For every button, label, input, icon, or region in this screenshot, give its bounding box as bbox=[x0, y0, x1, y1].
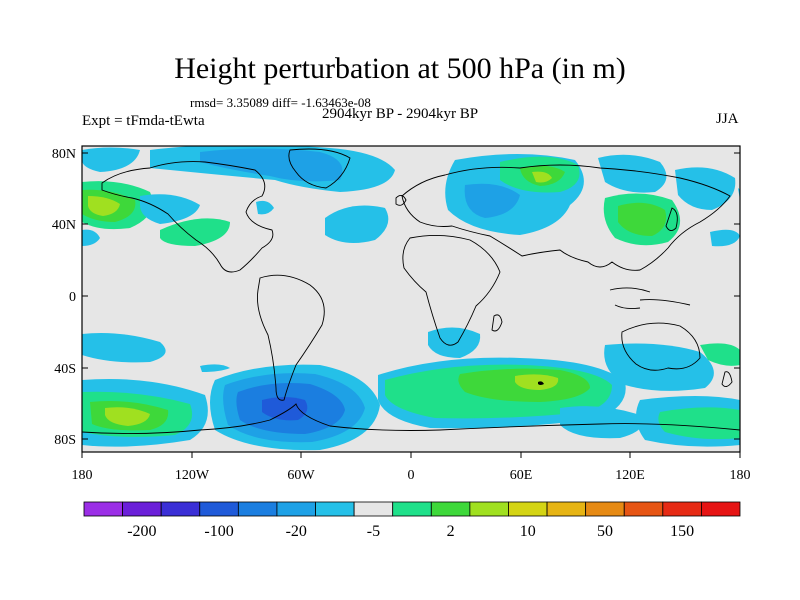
coastline-madagascar bbox=[491, 314, 503, 332]
lon-tick-label: 60E bbox=[510, 468, 533, 483]
contour-region bbox=[710, 229, 740, 247]
contour-region bbox=[88, 196, 120, 216]
colorbar-swatch bbox=[469, 501, 509, 517]
colorbar-label: 50 bbox=[597, 523, 613, 540]
map-title: Height perturbation at 500 hPa (in m) bbox=[174, 52, 626, 85]
contour-region bbox=[538, 381, 544, 385]
colorbar-swatch bbox=[392, 501, 432, 517]
colorbar-label: 150 bbox=[670, 523, 694, 540]
colorbar-swatch bbox=[160, 501, 201, 517]
experiment-label: Expt = tFmda-tEwta bbox=[82, 113, 205, 129]
coastline-south-america bbox=[257, 274, 325, 401]
coastline-se-asia bbox=[609, 287, 691, 310]
season-label: JJA bbox=[716, 111, 739, 127]
coastline-uk bbox=[395, 195, 407, 206]
lat-tick-label: 40S bbox=[54, 362, 76, 377]
contour-region bbox=[82, 147, 140, 172]
coastlines bbox=[82, 148, 740, 435]
colorbar-swatch bbox=[199, 501, 239, 517]
contour-region bbox=[532, 171, 552, 183]
lon-tick-label: 180 bbox=[730, 468, 751, 483]
colorbar-swatch bbox=[276, 501, 316, 517]
coastline-australia bbox=[621, 322, 701, 371]
lat-tick-marks bbox=[82, 152, 740, 440]
colorbar-swatch bbox=[585, 501, 625, 517]
contour-region bbox=[598, 154, 667, 193]
colorbar-swatch bbox=[237, 501, 278, 517]
contour-region bbox=[428, 327, 481, 358]
colorbar-label: -5 bbox=[367, 523, 380, 540]
coastline-japan bbox=[665, 207, 678, 231]
colorbar-label: 2 bbox=[447, 523, 455, 540]
contour-region bbox=[675, 167, 736, 210]
colorbar-swatch bbox=[83, 501, 123, 517]
time-period: 2904kyr BP - 2904kyr BP bbox=[322, 106, 479, 122]
coastline-greenland bbox=[288, 148, 351, 189]
contour-region bbox=[604, 343, 714, 391]
lat-tick-label: 80S bbox=[54, 433, 76, 448]
coastline-africa bbox=[402, 235, 501, 346]
lon-tick-marks bbox=[81, 452, 741, 458]
lon-tick-label: 180 bbox=[72, 468, 93, 483]
rmsd-stats: rmsd= 3.35089 diff= -1.63463e-08 bbox=[190, 95, 371, 110]
colorbar-label: -200 bbox=[127, 523, 156, 540]
colorbar-swatch bbox=[430, 501, 471, 517]
contour-region bbox=[82, 333, 166, 363]
contour-region bbox=[105, 407, 150, 426]
lat-tick-label: 80N bbox=[52, 147, 76, 162]
coastline-antarctica bbox=[82, 403, 740, 435]
coastline-eurasia bbox=[401, 164, 731, 271]
contour-region bbox=[262, 397, 308, 421]
coastline-north-america bbox=[101, 161, 274, 273]
lon-tick-label: 60W bbox=[287, 468, 315, 483]
coastline-new-zealand bbox=[721, 371, 733, 387]
lon-tick-label: 120E bbox=[615, 468, 645, 483]
contour-region bbox=[464, 183, 520, 218]
colorbar-swatch bbox=[353, 501, 394, 517]
lat-tick-label: 0 bbox=[69, 290, 76, 305]
contour-region bbox=[560, 406, 643, 439]
contour-fills bbox=[82, 146, 740, 451]
lon-tick-label: 120W bbox=[175, 468, 210, 483]
lat-tick-label: 40N bbox=[52, 218, 76, 233]
colorbar-swatch bbox=[662, 501, 702, 517]
colorbar-swatch bbox=[701, 501, 741, 517]
contour-region bbox=[82, 229, 100, 246]
colorbar-swatch bbox=[546, 501, 587, 517]
colorbar-labels: -200 -100 -20 -5 2 10 50 150 bbox=[127, 523, 694, 540]
colorbar-label: 10 bbox=[520, 523, 536, 540]
colorbar-swatch bbox=[623, 501, 664, 517]
contour-region bbox=[160, 218, 230, 246]
contour-region bbox=[658, 407, 740, 440]
contour-region bbox=[200, 148, 343, 182]
contour-region bbox=[515, 374, 559, 390]
lat-tick-labels: 80N 40N 0 40S 80S bbox=[52, 147, 76, 448]
colorbar-swatch bbox=[122, 501, 162, 517]
colorbar bbox=[83, 501, 741, 517]
colorbar-label: -100 bbox=[204, 523, 233, 540]
colorbar-swatch bbox=[508, 501, 548, 517]
contour-region bbox=[325, 205, 389, 244]
colorbar-swatch bbox=[315, 501, 355, 517]
contour-region bbox=[200, 364, 230, 372]
lon-tick-labels: 180 120W 60W 0 60E 120E 180 bbox=[72, 468, 751, 483]
contour-region bbox=[140, 194, 200, 224]
contour-region bbox=[700, 343, 740, 366]
contour-region bbox=[618, 202, 667, 236]
lon-tick-label: 0 bbox=[408, 468, 415, 483]
colorbar-label: -20 bbox=[286, 523, 307, 540]
contour-region bbox=[256, 200, 274, 215]
